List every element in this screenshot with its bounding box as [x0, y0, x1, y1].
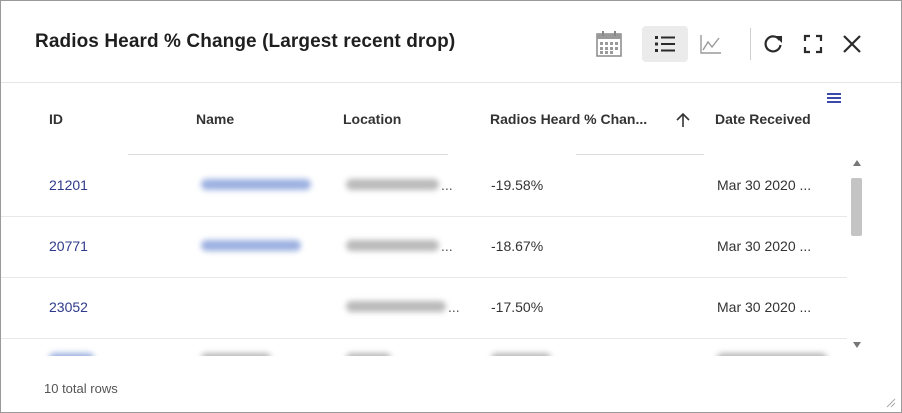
header-divider	[576, 154, 704, 155]
cell-location-ellipsis: ...	[441, 177, 453, 193]
table-body: 21201 ... -19.58% Mar 30 2020 ... 20771 …	[1, 156, 847, 356]
cell-name-redacted	[201, 240, 301, 251]
scroll-up-icon[interactable]	[853, 160, 861, 166]
calendar-button[interactable]	[589, 26, 629, 62]
list-view-button[interactable]	[642, 26, 688, 62]
line-chart-icon	[700, 35, 721, 54]
cell-date-received: Mar 30 2020 ...	[717, 238, 812, 254]
header-divider	[128, 154, 448, 155]
resize-handle-icon[interactable]	[884, 396, 896, 408]
table-row-partial[interactable]	[1, 339, 847, 356]
table-header: ID Name Location Radios Heard % Chan... …	[1, 84, 901, 156]
column-header-name[interactable]: Name	[196, 111, 235, 127]
cell-date-cut-off	[717, 353, 827, 356]
cell-location-ellipsis: ...	[441, 238, 453, 254]
cell-location-redacted	[346, 301, 446, 312]
cell-change-cut-off	[491, 353, 551, 356]
column-header-id[interactable]: ID	[49, 111, 63, 127]
cell-location-cut-off	[346, 353, 391, 356]
cell-name-cut-off	[201, 353, 271, 356]
cell-radios-heard-change: -19.58%	[491, 177, 544, 193]
column-header-radios-heard-change[interactable]: Radios Heard % Chan...	[490, 111, 648, 127]
table-row[interactable]: 21201 ... -19.58% Mar 30 2020 ...	[1, 156, 847, 217]
cell-radios-heard-change: -18.67%	[491, 238, 544, 254]
table-row[interactable]: 23052 ... -17.50% Mar 30 2020 ...	[1, 278, 847, 339]
toolbar-divider	[750, 28, 751, 60]
table-row[interactable]: 20771 ... -18.67% Mar 30 2020 ...	[1, 217, 847, 278]
list-view-icon	[655, 36, 675, 52]
column-header-location[interactable]: Location	[343, 111, 402, 127]
refresh-button[interactable]	[758, 26, 788, 62]
calendar-icon	[596, 31, 622, 57]
vertical-scrollbar[interactable]	[848, 156, 866, 356]
cell-date-received: Mar 30 2020 ...	[717, 299, 812, 315]
sort-ascending-icon[interactable]	[673, 110, 693, 130]
refresh-icon	[764, 35, 782, 53]
cell-id-cut-off	[49, 353, 94, 356]
fullscreen-button[interactable]	[798, 26, 828, 62]
widget-title: Radios Heard % Change (Largest recent dr…	[35, 31, 456, 52]
fullscreen-icon	[803, 34, 823, 54]
column-header-date-received[interactable]: Date Received	[715, 111, 811, 127]
cell-name-redacted	[201, 179, 311, 190]
cell-id[interactable]: 20771	[49, 238, 88, 254]
cell-location-ellipsis: ...	[448, 299, 460, 315]
scrollbar-thumb[interactable]	[851, 178, 862, 236]
widget-header: Radios Heard % Change (Largest recent dr…	[1, 1, 901, 83]
cell-location-redacted	[346, 240, 439, 251]
chart-view-button[interactable]	[694, 26, 728, 62]
scroll-down-icon[interactable]	[853, 342, 861, 348]
hamburger-icon	[827, 93, 841, 103]
cell-id[interactable]: 23052	[49, 299, 88, 315]
close-button[interactable]	[836, 26, 868, 62]
cell-id[interactable]: 21201	[49, 177, 88, 193]
cell-date-received: Mar 30 2020 ...	[717, 177, 812, 193]
cell-radios-heard-change: -17.50%	[491, 299, 544, 315]
total-rows-label: 10 total rows	[44, 381, 118, 396]
cell-location-redacted	[346, 179, 439, 190]
column-menu-button[interactable]	[824, 90, 844, 106]
close-icon	[843, 35, 861, 53]
